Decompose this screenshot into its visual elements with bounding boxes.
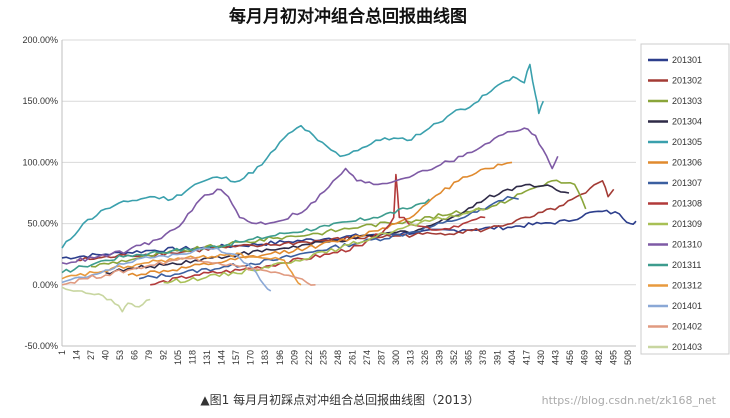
x-tick-label: 287 [376,350,386,365]
x-tick-label: 118 [188,350,198,364]
x-tick-label: 417 [522,350,532,365]
series-line-201302 [76,180,615,262]
y-tick-label: 200.00% [22,35,58,45]
x-tick-label: 495 [609,350,619,365]
x-tick-label: 456 [565,350,575,365]
legend-label-201401: 201401 [672,301,702,311]
x-tick-label: 92 [159,350,169,360]
series-line-201311 [61,198,430,274]
legend-label-201304: 201304 [672,117,702,127]
legend-label-201403: 201403 [672,342,702,352]
legend-label-201310: 201310 [672,240,702,250]
x-tick-label: 508 [623,350,633,365]
x-tick-label: 248 [333,350,343,365]
chart-grid [61,39,636,347]
legend-label-201308: 201308 [672,199,702,209]
x-tick-label: 352 [449,350,459,365]
watermark: https://blog.csdn.net/zk168_net [542,394,717,407]
x-tick-label: 40 [101,350,111,360]
series-line-201403 [61,286,151,313]
legend-label-201402: 201402 [672,322,702,332]
legend-label-201302: 201302 [672,76,702,86]
x-tick-label: 235 [318,350,328,365]
y-axis-ticks: -50.00% 0.00% 50.00% 100.00% 150.00% 200.00% [22,35,58,351]
series-line-201309 [163,207,486,284]
x-tick-label: 157 [231,350,241,365]
x-axis-ticks: 1 14 27 40 53 66 79 92 105 118 131 144 157 170 183 196 2… [57,350,633,365]
legend-label-201311: 201311 [672,260,701,270]
y-tick-label: 100.00% [22,157,58,167]
series-line-201307 [138,195,519,280]
x-tick-label: 365 [463,350,473,365]
x-tick-label: 443 [551,350,561,365]
x-tick-label: 482 [594,350,604,365]
series-line-201301 [61,209,637,260]
legend-label-201305: 201305 [672,137,702,147]
y-tick-label: 0.00% [32,280,58,290]
x-tick-label: 144 [217,350,227,365]
plot-lines [61,63,637,313]
legend: 201301 201302 201303 201304 201305 201306 2013… [648,55,702,352]
legend-label-201306: 201306 [672,158,702,168]
x-tick-label: 196 [275,350,285,365]
x-tick-label: 430 [536,350,546,365]
x-tick-label: 183 [260,350,270,365]
series-line-201310 [61,127,559,265]
x-tick-label: 404 [507,350,517,365]
x-tick-label: 313 [405,350,415,365]
x-tick-label: 378 [478,350,488,365]
y-tick-label: 50.00% [27,219,58,229]
x-tick-label: 1 [57,350,67,355]
series-line-201306 [127,161,513,277]
series-line-201402 [61,257,316,286]
x-tick-label: 105 [173,350,183,365]
legend-label-201301: 201301 [672,55,702,65]
legend-label-201312: 201312 [672,281,702,291]
x-tick-label: 274 [362,350,372,365]
chart-title: 每月月初对冲组合总回报曲线图 [229,6,467,27]
x-tick-label: 131 [202,350,212,365]
y-tick-label: 150.00% [22,96,58,106]
x-tick-label: 209 [289,350,299,365]
x-tick-label: 326 [420,350,430,365]
series-line-201401 [61,247,272,292]
x-tick-label: 79 [144,350,154,360]
x-tick-label: 27 [86,350,96,360]
x-tick-label: 300 [391,350,401,365]
x-tick-label: 339 [434,350,444,365]
series-line-201305 [61,63,545,249]
legend-label-201303: 201303 [672,96,702,106]
x-tick-label: 14 [72,350,82,360]
legend-label-201307: 201307 [672,178,702,188]
x-tick-label: 66 [130,350,140,360]
legend-label-201309: 201309 [672,219,702,229]
x-tick-label: 261 [347,350,357,365]
x-tick-label: 222 [304,350,314,365]
figure-caption: ▲图1 每月月初踩点对冲组合总回报曲线图（2013） [200,392,479,407]
x-tick-label: 391 [493,350,503,365]
y-tick-label: -50.00% [24,341,58,351]
series-line-201308 [150,173,486,286]
x-tick-label: 53 [115,350,125,360]
x-tick-label: 469 [580,350,590,365]
series-line-201304 [105,183,570,275]
x-tick-label: 170 [246,350,256,365]
legend-box [640,43,730,355]
